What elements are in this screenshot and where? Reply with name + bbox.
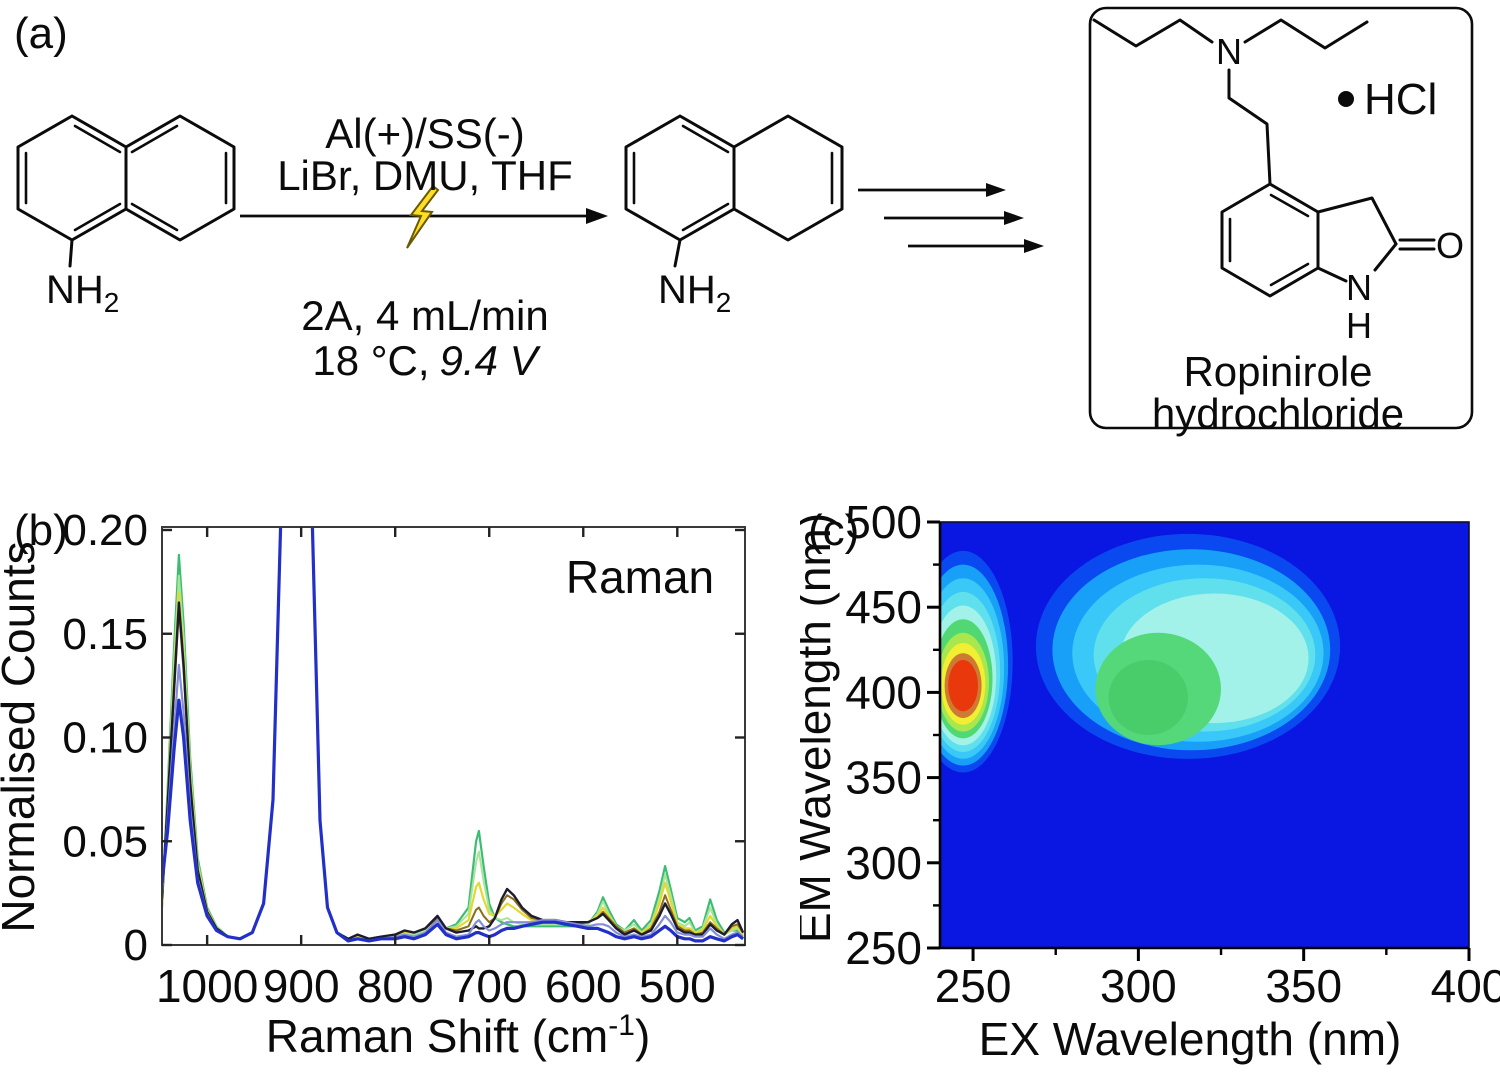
- conditions-solvent: LiBr, DMU, THF: [277, 152, 573, 199]
- x-tick-label: 900: [263, 960, 340, 1012]
- x-tick-label: 250: [935, 960, 1012, 1012]
- reactant-nh2-label: NH2: [46, 268, 119, 318]
- y-tick-label: 0.20: [62, 506, 148, 555]
- y-tick-label: 450: [845, 581, 922, 633]
- y-tick-label: 0.05: [62, 817, 148, 866]
- y-tick-label: 0: [124, 921, 148, 970]
- x-tick-label: 300: [1100, 960, 1177, 1012]
- y-tick-label: 500: [845, 496, 922, 548]
- carbonyl-o-label: O: [1436, 225, 1464, 266]
- y-tick-label: 400: [845, 666, 922, 718]
- reactant-structure: NH2: [16, 114, 236, 318]
- amine-n-label: N: [1216, 31, 1242, 72]
- raman-x-axis-title: Raman Shift (cm-1): [266, 1009, 651, 1062]
- hcl-dot-icon: [1338, 91, 1354, 107]
- x-tick-label: 1000: [156, 960, 258, 1012]
- x-tick-label: 350: [1265, 960, 1342, 1012]
- x-tick-label: 600: [545, 960, 622, 1012]
- y-tick-label: 250: [845, 922, 922, 974]
- lactam-h-label: H: [1346, 305, 1372, 346]
- raman-series-group: [162, 527, 745, 943]
- uv-excitation-hotspot-level: [948, 660, 978, 712]
- raman-series-blue: [162, 527, 745, 943]
- multistep-arrows: [858, 183, 1044, 253]
- conditions-current-flow: 2A, 4 mL/min: [301, 292, 548, 339]
- x-tick-label: 800: [357, 960, 434, 1012]
- conditions-electrodes: Al(+)/SS(-): [325, 110, 525, 157]
- conditions-temp-voltage: 18 °C, 9.4 V: [312, 337, 541, 384]
- broad-excitation-hotspot-patch: [1108, 660, 1188, 735]
- salt-label: HCl: [1364, 75, 1437, 124]
- eem-contour-group: [939, 521, 1470, 949]
- intermediate-structure: NH2: [624, 114, 844, 318]
- panel-a-reaction-scheme: (a) NH2 Al(+)/SS(-) LiBr, DMU, THF 2A, 4…: [14, 6, 1474, 437]
- raman-axes-group: 1000 900 800 700 600 500 0 0.05 0.10 0.15 0.20: [62, 506, 746, 1012]
- y-tick-label: 350: [845, 752, 922, 804]
- panel-c-eem-chart: 250 300 350 400 250 300 350 400 450 500 (c) EM Wa…: [800, 496, 1500, 1065]
- eem-x-axis-title: EX Wavelength (nm): [979, 1013, 1402, 1065]
- eem-y-axis-title: EM Wavelength (nm): [800, 513, 840, 943]
- intermediate-nh2-label: NH2: [658, 268, 731, 318]
- raman-plot-frame: [161, 526, 746, 946]
- product-structure: N O N H: [1092, 18, 1464, 346]
- panel-b-raman-chart: 1000 900 800 700 600 500 0 0.05 0.10 0.15 0.20 (b)…: [0, 506, 746, 1062]
- raman-annotation: Raman: [566, 551, 714, 603]
- panel-b-label: (b): [14, 506, 68, 555]
- x-tick-label: 700: [451, 960, 528, 1012]
- product-name-line1: Ropinirole: [1183, 348, 1372, 395]
- product-name-line2: hydrochloride: [1152, 390, 1404, 437]
- lightning-bolt-icon: [406, 184, 440, 249]
- lactam-n-label: N: [1346, 267, 1372, 308]
- panel-c-label: (c): [808, 506, 859, 555]
- y-tick-label: 0.10: [62, 714, 148, 763]
- raman-y-axis-title: Normalised Counts: [0, 541, 44, 932]
- panel-a-label: (a): [14, 9, 68, 58]
- y-tick-label: 0.15: [62, 610, 148, 659]
- product-box: [1088, 6, 1474, 430]
- x-tick-label: 500: [639, 960, 716, 1012]
- x-tick-label: 400: [1431, 960, 1500, 1012]
- eem-axes-group: 250 300 350 400 250 300 350 400 450 500: [845, 496, 1500, 1012]
- y-tick-label: 300: [845, 837, 922, 889]
